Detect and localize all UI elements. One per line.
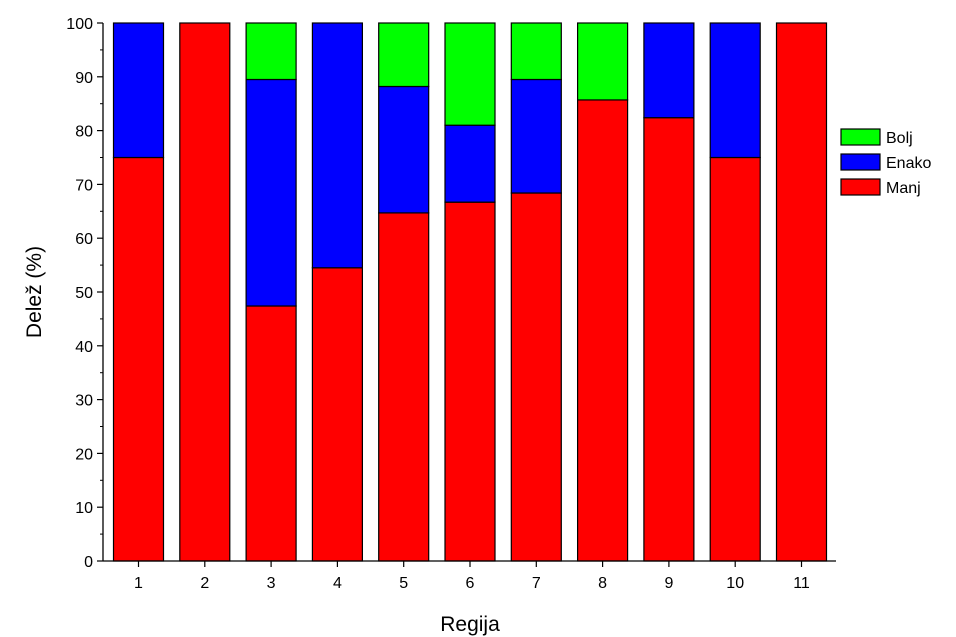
- y-tick-label-20: 20: [75, 446, 93, 463]
- bar-enako-3: [245, 78, 297, 307]
- bar-manj-6: [444, 201, 496, 562]
- bar-enako-7: [510, 78, 562, 194]
- bar-manj-1: [112, 156, 165, 562]
- bar-bolj-6: [444, 22, 496, 126]
- y-tick-label-30: 30: [75, 393, 93, 410]
- legend: Bolj Enako Manj: [840, 128, 931, 197]
- x-tick-label-9: 9: [664, 575, 673, 592]
- x-tick-label-10: 10: [726, 575, 744, 592]
- bar-manj-9: [643, 117, 695, 562]
- bar-manj-8: [576, 99, 629, 562]
- y-tick-label-60: 60: [75, 231, 93, 248]
- x-axis-title: Regija: [440, 613, 500, 636]
- bar-manj-7: [510, 192, 562, 562]
- bar-enako-4: [311, 22, 363, 269]
- bar-bolj-8: [576, 22, 629, 101]
- y-tick-label-10: 10: [75, 500, 93, 517]
- x-tick-label-3: 3: [267, 575, 276, 592]
- bar-bolj-5: [378, 22, 430, 88]
- y-tick-label-50: 50: [75, 285, 93, 302]
- bar-manj-11: [775, 22, 828, 562]
- bar-manj-10: [709, 156, 761, 562]
- legend-label-manj: Manj: [886, 180, 921, 197]
- legend-swatch-manj: [840, 178, 881, 196]
- x-tick-label-2: 2: [200, 575, 209, 592]
- x-tick-label-6: 6: [466, 575, 475, 592]
- bar-manj-2: [179, 22, 231, 562]
- bar-bolj-3: [245, 22, 297, 81]
- legend-swatch-bolj: [840, 128, 881, 146]
- x-tick-label-7: 7: [532, 575, 541, 592]
- bar-enako-10: [709, 22, 761, 159]
- bar-manj-3: [245, 305, 297, 562]
- bar-manj-4: [311, 267, 363, 562]
- bar-manj-5: [378, 212, 430, 562]
- y-tick-label-70: 70: [75, 177, 93, 194]
- y-tick-label-80: 80: [75, 124, 93, 141]
- axes-layer: 0 10 20 30 40 50 60 70 80 90 100 1 2 3 4 5 6 7 8 9 10 11: [66, 16, 836, 592]
- legend-label-enako: Enako: [886, 155, 931, 172]
- x-tick-label-8: 8: [598, 575, 607, 592]
- y-tick-label-40: 40: [75, 339, 93, 356]
- bars-layer: [112, 22, 828, 562]
- x-tick-label-11: 11: [793, 575, 810, 592]
- bar-bolj-7: [510, 22, 562, 81]
- x-tick-label-1: 1: [134, 575, 143, 592]
- bar-enako-6: [444, 124, 496, 203]
- bar-enako-1: [112, 22, 165, 159]
- y-tick-label-100: 100: [66, 16, 93, 33]
- legend-label-bolj: Bolj: [886, 130, 913, 147]
- legend-swatch-enako: [840, 153, 881, 171]
- y-tick-label-0: 0: [84, 554, 93, 571]
- x-tick-label-5: 5: [399, 575, 408, 592]
- y-axis-title: Delež (%): [23, 246, 46, 338]
- y-tick-label-90: 90: [75, 70, 93, 87]
- bar-enako-5: [378, 85, 430, 214]
- x-tick-label-4: 4: [333, 575, 342, 592]
- bar-enako-9: [643, 22, 695, 119]
